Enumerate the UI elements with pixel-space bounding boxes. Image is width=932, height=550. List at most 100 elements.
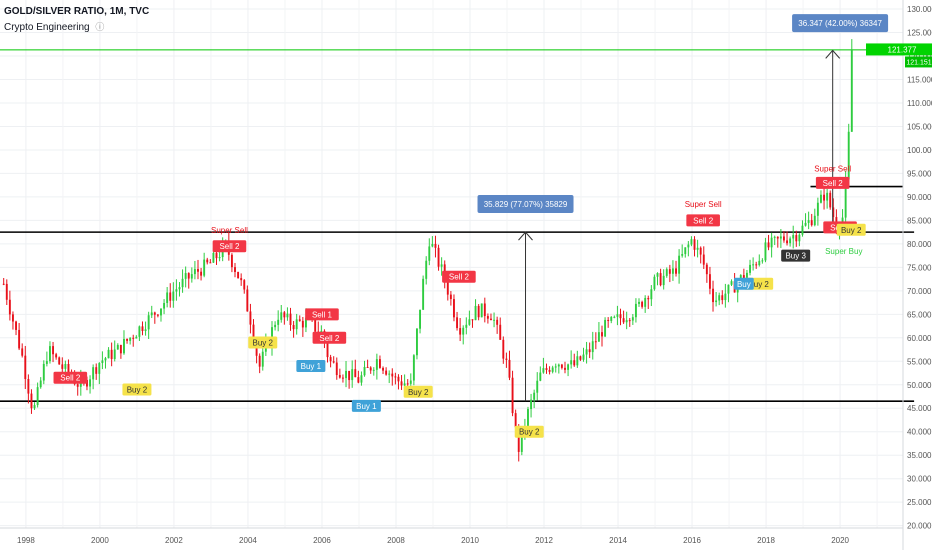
signal-label: Buy 2 [408,388,429,397]
signal-label: Super Sell [685,200,722,209]
indicator-legend[interactable]: Crypto Engineering ⓘ [4,20,104,33]
candle-body [764,242,767,261]
signal-badge [248,336,278,349]
candle-body [724,293,727,301]
candle-body [449,294,452,300]
candle-body [126,338,129,341]
candle-body [434,243,437,248]
candle-body [203,259,206,276]
candle-body [622,318,625,323]
candle-body [844,179,847,218]
candle-body [255,341,258,356]
candle-body [613,316,616,318]
candle-body [712,288,714,303]
measure-tools: 35.829 (77.07%) 35829 36.347 (42.00%) 363… [477,14,889,402]
signal-badge [351,399,381,412]
candle-body [21,348,24,356]
candle-body [378,359,381,368]
price-tick-label: 40.000 [907,428,932,437]
price-tick-label: 125.000 [907,29,932,38]
candle-body [45,361,48,364]
candle-body [551,367,554,372]
candle-body [33,405,36,409]
candle-body [588,349,591,353]
symbol-title[interactable]: GOLD/SILVER RATIO, 1M, TVC [4,6,150,17]
time-tick-label: 2016 [683,536,701,545]
candle-body [30,393,33,409]
signal-badge [212,240,247,253]
candle-body [76,384,79,387]
candle-body [465,324,468,328]
candle-body [280,312,283,320]
candle-body [585,349,588,355]
candle-body [486,316,489,319]
candle-body [363,366,366,376]
candle-body [721,295,724,301]
signal-badge [296,359,326,372]
candle-body [505,358,508,360]
indicator-name: Crypto Engineering [4,22,90,33]
candle-body [135,336,138,339]
candle-body [474,305,477,321]
candle-body [631,317,634,321]
price-tick-label: 20.000 [907,522,932,531]
candle-body [187,273,190,279]
time-tick-label: 2006 [313,536,331,545]
candle-body [388,373,391,375]
candle-body [230,254,233,268]
candle-body [67,363,70,375]
signal-label: Sell 2 [823,179,844,188]
candle-body [628,320,631,322]
candle-body [668,269,671,274]
candle-body [218,257,221,259]
candle-body [258,355,261,367]
candle-body [576,356,579,366]
candle-body [301,320,304,328]
candle-body [536,380,539,393]
signal-label: Buy [737,280,751,289]
signal-badge [312,331,347,344]
candle-body [813,215,816,226]
candle-body [752,264,755,266]
candle-body [156,314,159,316]
info-icon[interactable]: ⓘ [95,22,105,32]
candle-body [286,313,289,318]
candle-body [295,319,298,330]
candle-body [502,339,505,359]
candle-body [181,278,184,288]
candle-body [456,317,459,329]
time-tick-label: 2020 [831,536,849,545]
candle-body [329,357,332,362]
candle-body [249,311,252,325]
candle-body [209,262,212,264]
candle-body [369,367,372,371]
candle-body [699,247,702,255]
candle-body [335,362,338,376]
candle-body [348,370,351,381]
candle-body [234,267,236,272]
candle-body [431,243,434,247]
candle-body [641,301,644,307]
candle-body [138,326,141,337]
candle-body [644,297,647,307]
candle-body [527,409,529,428]
candle-body [745,272,748,279]
candle-body [823,194,826,201]
candle-body [816,202,819,216]
candle-body [520,429,523,452]
measure-arrow [825,49,841,59]
candle-body [36,387,39,406]
time-tick-label: 2008 [387,536,405,545]
candle-body [345,370,347,379]
candle-body [770,237,773,248]
candle-body [625,320,628,323]
candle-body [542,368,545,373]
candle-body [110,349,113,360]
candle-body [508,359,511,378]
measure-label: 35.829 (77.07%) 35829 [484,200,568,209]
signal-label: Super Sell [211,226,248,235]
measure-arrow [518,231,533,241]
candle-body [829,192,832,208]
